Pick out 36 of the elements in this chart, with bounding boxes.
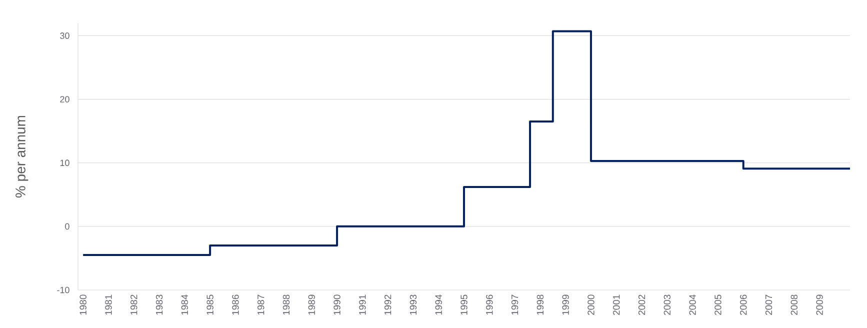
- x-tick-label: 1983: [156, 294, 163, 315]
- x-tick-label: 1985: [206, 294, 214, 315]
- x-tick-label: 2002: [638, 294, 646, 315]
- x-tick-label: 1987: [257, 294, 264, 315]
- y-tick-label: 0: [65, 223, 70, 230]
- x-tick-label: 1982: [130, 294, 138, 315]
- x-tick-label: 2003: [664, 294, 671, 315]
- y-tick-label: -10: [57, 286, 70, 294]
- x-tick-label: 1986: [232, 294, 239, 315]
- x-tick-label: 1980: [80, 294, 86, 315]
- x-tick-label: 2008: [790, 294, 798, 315]
- y-tick-label: 20: [60, 96, 70, 102]
- x-tick-label: 2009: [816, 294, 823, 315]
- x-tick-label: 1994: [435, 294, 442, 315]
- x-tick-label: 1995: [460, 294, 468, 315]
- x-tick-label: 1998: [536, 294, 544, 315]
- x-tick-label: 1988: [282, 294, 290, 315]
- y-axis-title: % per annum: [16, 116, 28, 198]
- x-tick-label: 2004: [689, 294, 696, 315]
- x-tick-label: 2000: [588, 294, 594, 315]
- x-tick-label: 1989: [308, 294, 315, 315]
- x-tick-label: 2001: [613, 294, 620, 315]
- y-tick-label: 10: [60, 160, 70, 166]
- x-tick-label: 1997: [511, 294, 518, 315]
- x-tick-label: 1999: [562, 294, 569, 315]
- x-tick-label: 1981: [105, 294, 112, 315]
- x-tick-label: 1991: [359, 294, 366, 315]
- x-tick-label: 1996: [486, 294, 493, 315]
- x-tick-label: 2007: [765, 294, 772, 315]
- x-tick-label: 1993: [410, 294, 417, 315]
- y-tick-label: 30: [60, 32, 70, 39]
- x-tick-label: 2005: [714, 294, 722, 315]
- x-tick-label: 1984: [181, 294, 188, 315]
- x-tick-label: 1990: [334, 294, 340, 315]
- x-tick-label: 1992: [384, 294, 392, 315]
- x-tick-label: 2006: [740, 294, 747, 315]
